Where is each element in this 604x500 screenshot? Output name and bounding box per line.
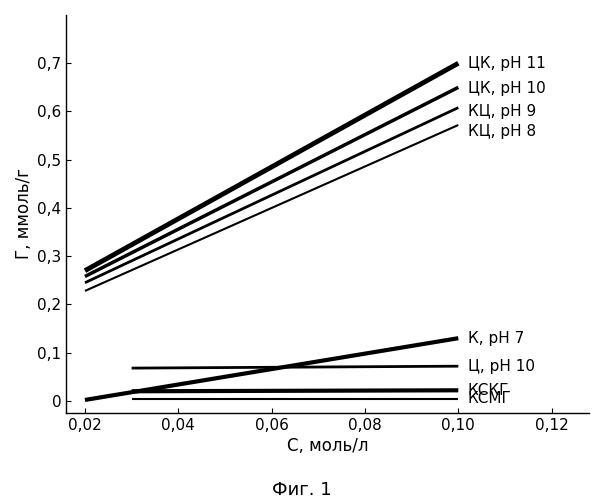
- Text: Фиг. 1: Фиг. 1: [272, 481, 332, 499]
- Text: К, pH 7: К, pH 7: [467, 330, 524, 345]
- Text: Ц, pH 10: Ц, pH 10: [467, 358, 535, 374]
- Text: КЦ, pH 9: КЦ, pH 9: [467, 104, 536, 119]
- Y-axis label: Г, ммоль/г: Г, ммоль/г: [15, 168, 33, 260]
- Text: ЦК, pH 11: ЦК, pH 11: [467, 56, 545, 70]
- Text: КСМГ: КСМГ: [467, 391, 512, 406]
- Text: КЦ, pH 8: КЦ, pH 8: [467, 124, 536, 139]
- Text: КСКГ: КСКГ: [467, 383, 509, 398]
- Text: ЦК, pH 10: ЦК, pH 10: [467, 81, 545, 96]
- X-axis label: С, моль/л: С, моль/л: [287, 437, 368, 455]
